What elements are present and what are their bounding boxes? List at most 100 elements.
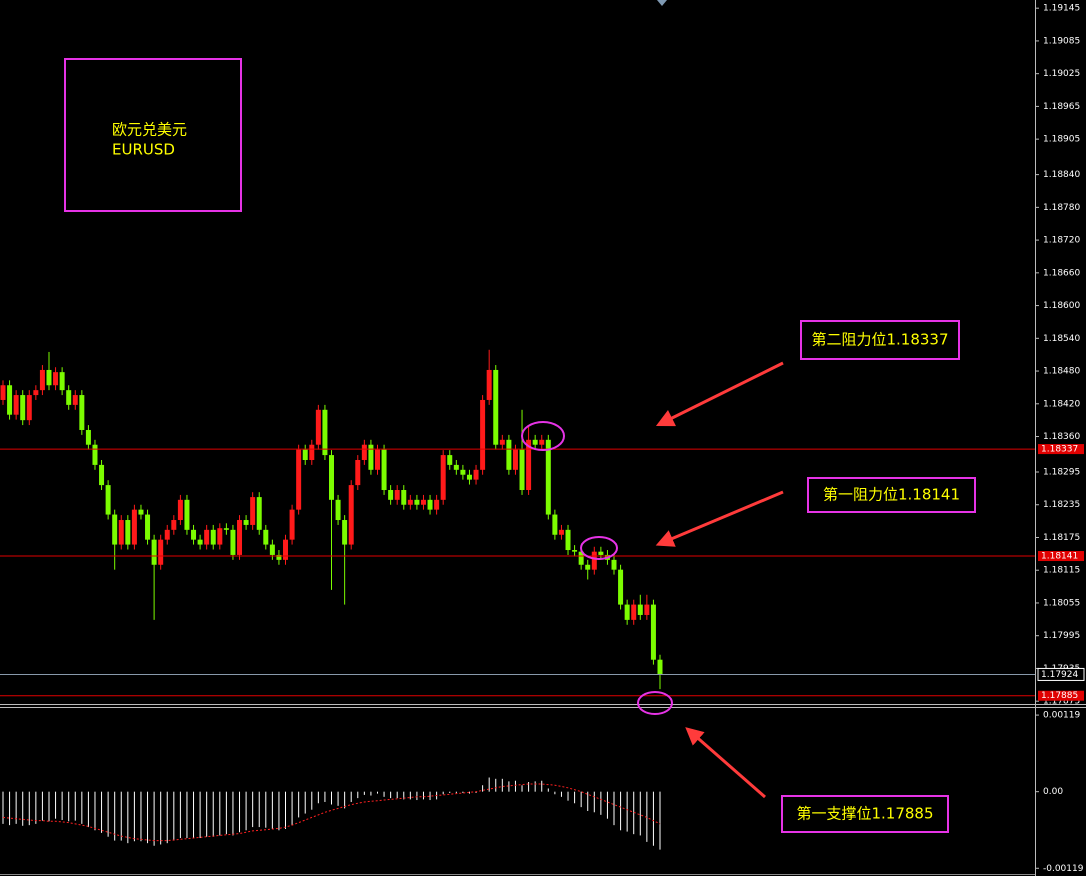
highlight-ellipse [637, 691, 673, 715]
candle-body [578, 551, 584, 565]
y-tick-label: 1.18965 [1043, 102, 1080, 112]
level-label: 第一支撑位1.17885 [796, 805, 933, 823]
y-tick-label: 1.18420 [1043, 399, 1080, 409]
candle-body [624, 604, 630, 620]
candle-body [309, 444, 315, 460]
candle-body [164, 529, 170, 540]
candle-body [407, 499, 413, 505]
candle-body [644, 604, 650, 615]
candle-body [269, 544, 275, 555]
candle-body [374, 449, 380, 470]
y-tick-label: 1.18720 [1043, 236, 1080, 246]
candle-body [92, 444, 98, 465]
candle-body [289, 509, 295, 540]
symbol-name: 欧元兑美元 [112, 121, 187, 139]
candle-body [460, 469, 466, 475]
candle-body [598, 551, 604, 555]
candle-body [66, 390, 72, 405]
candle-body [33, 390, 39, 396]
candle-body [302, 449, 308, 460]
y-tick-label: -0.00119 [1043, 864, 1084, 874]
y-tick-label: 1.19085 [1043, 36, 1080, 46]
candle-body [493, 369, 499, 445]
y-tick-label: 1.18055 [1043, 598, 1080, 608]
y-tick-label: 1.17995 [1043, 631, 1080, 641]
candle-body [650, 604, 656, 660]
arrow [655, 490, 784, 547]
y-tick-label: 1.19025 [1043, 69, 1080, 79]
y-tick-label: 1.18235 [1043, 500, 1080, 510]
level-tag [1038, 551, 1084, 562]
candle-body [453, 464, 459, 470]
candle-body [427, 499, 433, 510]
scroll-marker [657, 0, 667, 6]
level-tag-label: 1.17885 [1041, 691, 1078, 701]
candle-body [131, 509, 137, 545]
candle-body [158, 539, 164, 565]
candle-body [519, 449, 525, 491]
candle-body [250, 497, 256, 525]
candle-body [145, 514, 151, 540]
candle-body [558, 529, 564, 535]
candle-body [506, 439, 512, 470]
candle-body [342, 520, 348, 545]
plot-area: 1.19145 1.19085 1.19025 1.18965 1.18905 1.188… [0, 4, 1085, 874]
candle-body [138, 509, 144, 515]
candle-body [466, 474, 472, 480]
candle-body [526, 439, 532, 491]
y-tick-label: 1.18480 [1043, 367, 1080, 377]
candle-body [361, 444, 367, 460]
y-tick-label: 1.19145 [1043, 4, 1080, 14]
candle-body [585, 564, 591, 570]
y-tick-label: 0.00119 [1043, 711, 1080, 721]
arrow [685, 727, 766, 799]
level-tag [1038, 444, 1084, 455]
candle-body [217, 528, 223, 545]
candle-body [7, 385, 13, 415]
candle-body [230, 529, 236, 555]
candle-body [243, 520, 249, 525]
candle-body [105, 485, 111, 515]
y-tick-label: 1.18115 [1043, 566, 1080, 576]
current-price-label: 1.17924 [1041, 670, 1078, 680]
y-tick-label: 1.18840 [1043, 170, 1080, 180]
candle-body [191, 529, 197, 540]
candle-body [473, 469, 479, 480]
candle-body [276, 554, 282, 560]
candle-body [72, 395, 78, 405]
level-box [807, 477, 976, 513]
level-tag-label: 1.18337 [1041, 445, 1078, 455]
symbol-code: EURUSD [112, 141, 175, 159]
y-tick-label: 1.18295 [1043, 468, 1080, 478]
candle-body [618, 569, 624, 605]
y-tick-label: 1.18600 [1043, 301, 1080, 311]
highlight-ellipse [580, 536, 618, 560]
level-box [781, 795, 949, 833]
candle-body [440, 455, 446, 500]
candle-body [368, 444, 374, 470]
y-tick-label: 1.18360 [1043, 432, 1080, 442]
candle-body [637, 604, 643, 615]
y-tick-label: 1.18540 [1043, 334, 1080, 344]
highlight-ellipse [521, 421, 565, 451]
candle-body [401, 490, 407, 505]
candle-body [125, 520, 131, 545]
level-box [800, 320, 960, 360]
candle-body [184, 499, 190, 530]
candle-body [210, 529, 216, 545]
candle-body [499, 439, 505, 445]
candle-body [85, 429, 91, 445]
candle-body [480, 399, 486, 470]
level-tag-label: 1.18141 [1041, 552, 1078, 562]
level-tag [1038, 690, 1084, 701]
candle-body [171, 520, 177, 530]
candle-body [355, 459, 361, 486]
candle-body [512, 449, 518, 470]
candle-body [204, 529, 210, 545]
candle-body [322, 409, 328, 456]
candle-body [486, 369, 492, 400]
y-tick-label: 1.18780 [1043, 203, 1080, 213]
